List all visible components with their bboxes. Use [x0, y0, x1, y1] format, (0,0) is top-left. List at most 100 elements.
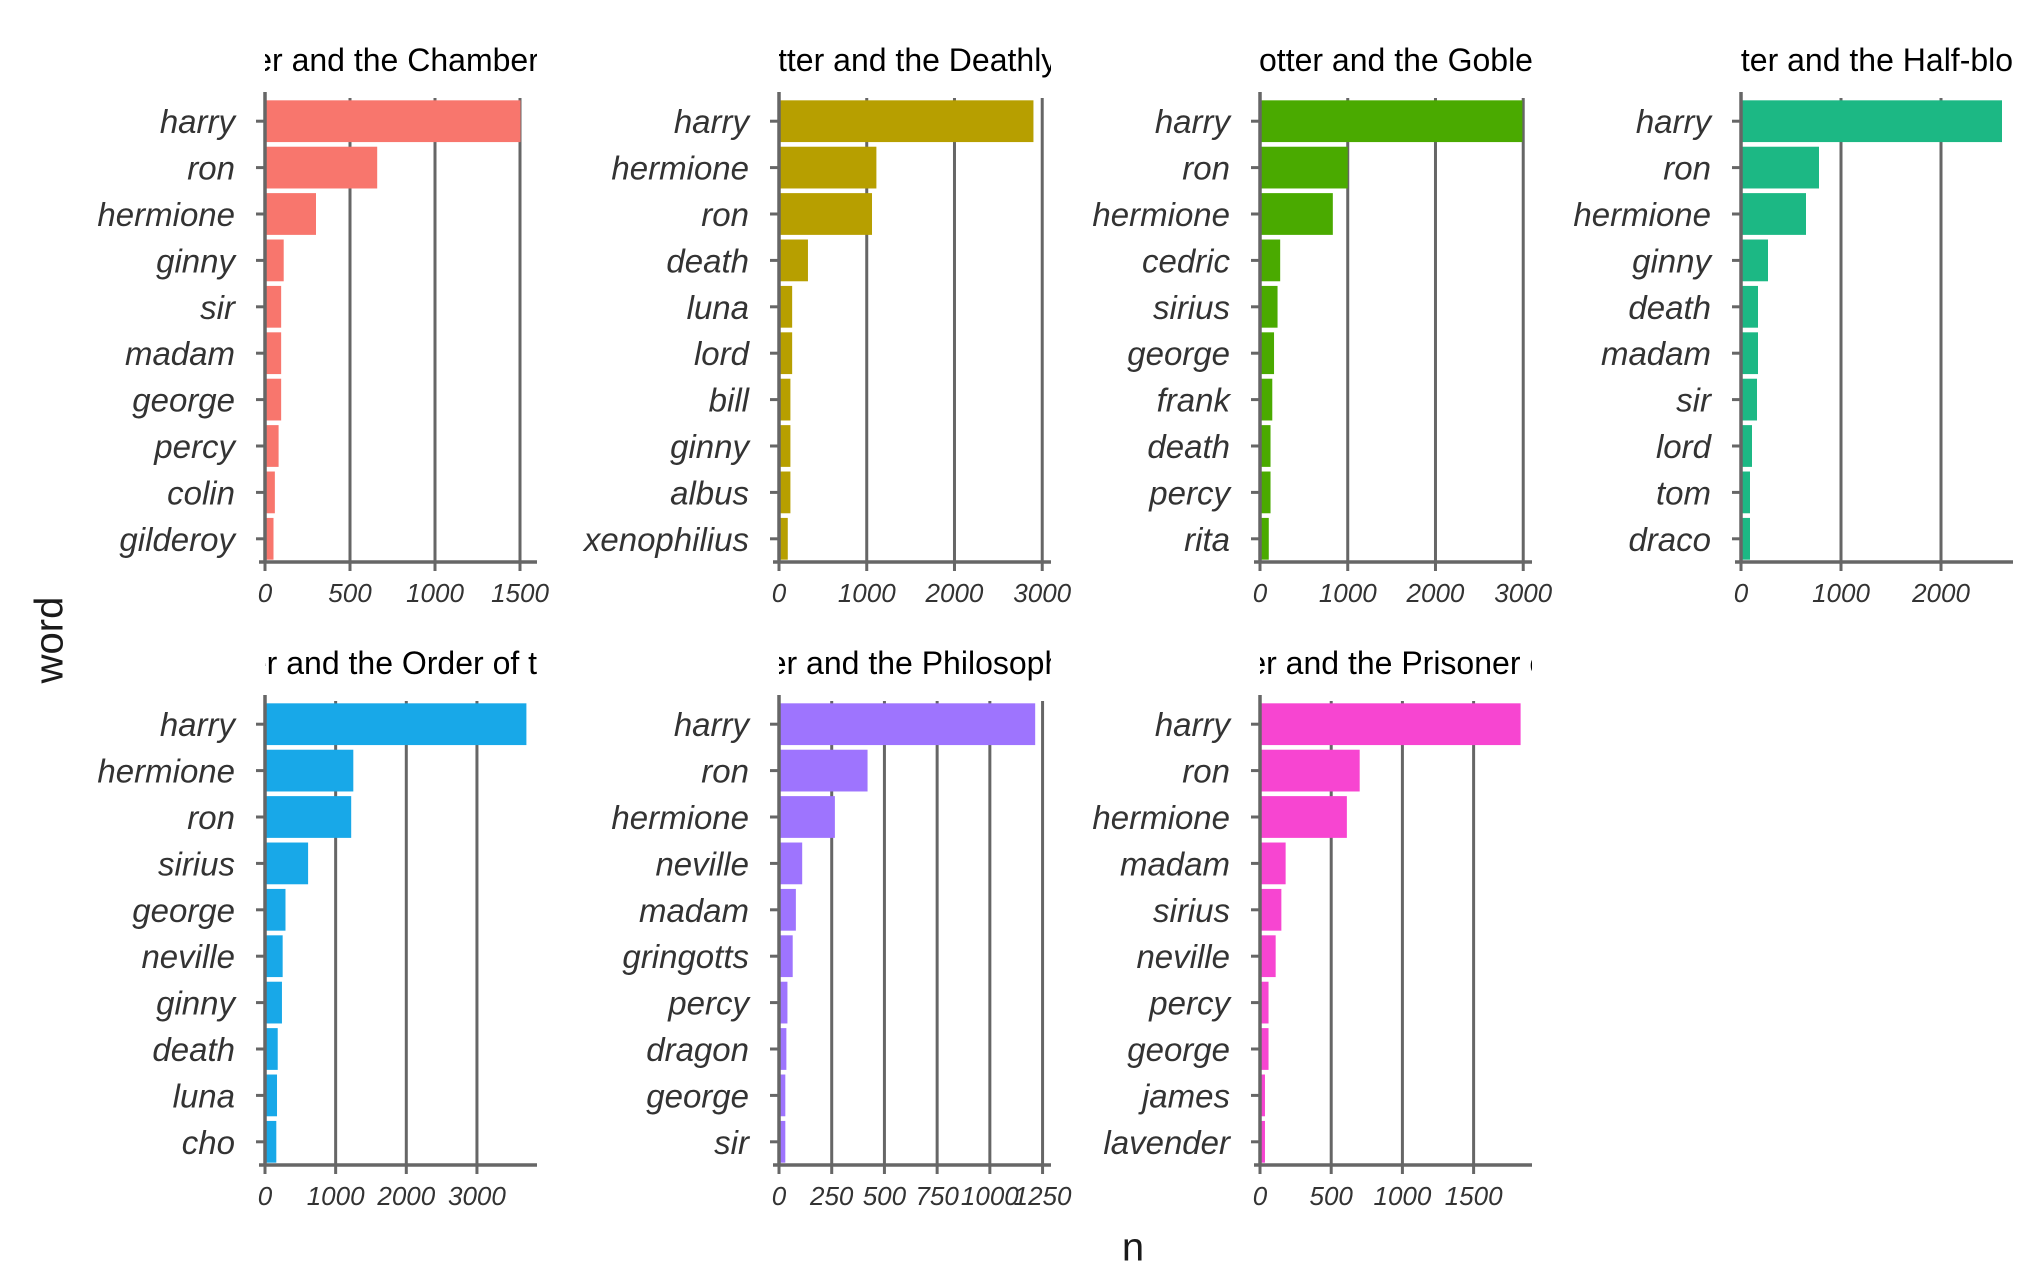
y-tick-label-dragon: dragon: [646, 1031, 749, 1068]
y-tick-label-death: death: [1628, 289, 1711, 326]
bar-harry: [779, 703, 1036, 746]
facet-panel-6: Harry Potter and the Philosopher's Stone…: [611, 645, 1206, 1211]
x-tick-label: 0: [1253, 578, 1268, 608]
bar-death: [265, 1028, 278, 1070]
bar-harry: [1260, 703, 1521, 746]
bar-death: [779, 239, 808, 282]
y-tick-label-george: george: [132, 892, 235, 929]
facet-strip-title: Harry Potter and the Prisoner of Azkaban: [1104, 645, 1687, 681]
y-tick-label-tom: tom: [1656, 474, 1711, 511]
y-tick-label-xenophilius: xenophilius: [582, 521, 749, 558]
y-tick-label-ginny: ginny: [670, 428, 751, 465]
bar-george: [1260, 1028, 1269, 1070]
y-tick-label-ron: ron: [187, 799, 235, 836]
facet-panel-1: Harry Potter and the Chamber of Secrets 0…: [97, 42, 549, 608]
bar-madam: [779, 888, 796, 931]
y-tick-label-harry: harry: [674, 706, 752, 743]
x-tick-label: 1000: [1373, 1181, 1431, 1211]
x-tick-label: 0: [772, 1181, 787, 1211]
bar-sirius: [265, 842, 309, 885]
x-tick-label: 1500: [491, 578, 549, 608]
bar-sir: [1741, 378, 1757, 421]
x-tick-label: 500: [328, 578, 372, 608]
y-tick-label-death: death: [666, 242, 749, 279]
y-tick-label-death: death: [152, 1031, 235, 1068]
bar-rita: [1260, 517, 1269, 560]
y-tick-label-ginny: ginny: [1632, 242, 1713, 279]
bar-cho: [265, 1120, 277, 1163]
y-tick-label-sir: sir: [714, 1124, 751, 1161]
y-tick-label-hermione: hermione: [97, 753, 235, 790]
bar-hermione: [1260, 193, 1333, 235]
bar-percy: [265, 425, 279, 467]
x-tick-label: 3000: [1494, 578, 1552, 608]
y-tick-label-hermione: hermione: [1092, 196, 1230, 233]
y-tick-label-george: george: [1127, 1031, 1230, 1068]
y-tick-label-gringotts: gringotts: [622, 938, 749, 975]
x-tick-label: 1000: [1319, 578, 1377, 608]
y-tick-label-cho: cho: [182, 1124, 235, 1161]
y-tick-label-george: george: [132, 382, 235, 419]
x-tick-label: 1500: [1445, 1181, 1503, 1211]
y-tick-label-harry: harry: [160, 706, 238, 743]
y-tick-label-gilderoy: gilderoy: [119, 521, 237, 558]
bar-hermione: [1260, 796, 1347, 838]
x-tick-label: 750: [915, 1181, 959, 1211]
bar-ginny: [265, 239, 284, 282]
y-tick-label-harry: harry: [1155, 103, 1233, 140]
y-tick-label-madam: madam: [125, 335, 235, 372]
bar-ron: [1260, 146, 1348, 189]
y-tick-label-ron: ron: [701, 753, 749, 790]
bar-george: [265, 378, 282, 421]
bar-ron: [1260, 749, 1360, 792]
bar-ron: [779, 749, 868, 792]
y-tick-label-james: james: [1138, 1077, 1230, 1114]
bar-colin: [265, 471, 275, 514]
bar-frank: [1260, 378, 1273, 421]
x-tick-label: 1250: [1014, 1181, 1072, 1211]
bar-xenophilius: [779, 517, 788, 560]
bar-lord: [779, 332, 793, 375]
y-tick-label-harry: harry: [1155, 706, 1233, 743]
y-tick-label-neville: neville: [141, 938, 235, 975]
y-tick-label-sirius: sirius: [1153, 289, 1230, 326]
bar-harry: [265, 100, 521, 143]
bar-sirius: [1260, 888, 1282, 931]
bar-percy: [1260, 981, 1269, 1024]
y-tick-label-madam: madam: [639, 892, 749, 929]
bar-harry: [779, 100, 1034, 143]
y-tick-label-george: george: [646, 1077, 749, 1114]
bar-hermione: [265, 193, 316, 235]
y-tick-label-lavender: lavender: [1103, 1124, 1232, 1161]
y-tick-label-colin: colin: [167, 474, 235, 511]
y-tick-label-sirius: sirius: [158, 845, 235, 882]
bar-sir: [265, 285, 282, 328]
y-tick-label-cedric: cedric: [1142, 242, 1231, 279]
x-tick-label: 500: [1310, 1181, 1354, 1211]
y-tick-label-neville: neville: [1136, 938, 1230, 975]
bar-madam: [1260, 842, 1286, 885]
facet-strip-title: Harry Potter and the Philosopher's Stone: [625, 645, 1206, 681]
x-tick-label: 500: [863, 1181, 907, 1211]
y-tick-label-madam: madam: [1120, 845, 1230, 882]
bar-ron: [779, 193, 873, 235]
bar-george: [265, 888, 286, 931]
facet-panel-3: Harry Potter and the Goblet of Fire 0 1000…: [1092, 42, 1552, 608]
bar-neville: [265, 935, 283, 978]
y-tick-label-rita: rita: [1184, 521, 1230, 558]
y-tick-label-luna: luna: [173, 1077, 235, 1114]
bar-madam: [1741, 332, 1758, 375]
bar-death: [1260, 425, 1271, 467]
bar-albus: [779, 471, 791, 514]
bar-draco: [1741, 517, 1750, 560]
bar-hermione: [1741, 193, 1806, 235]
y-tick-label-ginny: ginny: [156, 985, 237, 1022]
y-tick-label-sirius: sirius: [1153, 892, 1230, 929]
y-tick-label-ron: ron: [1182, 150, 1230, 187]
facet-panel-4: Harry Potter and the Half-blood Prince 0 1…: [1573, 42, 2013, 608]
y-tick-label-harry: harry: [160, 103, 238, 140]
bar-george: [1260, 332, 1275, 375]
x-tick-label: 2000: [1406, 578, 1465, 608]
y-tick-label-madam: madam: [1601, 335, 1711, 372]
